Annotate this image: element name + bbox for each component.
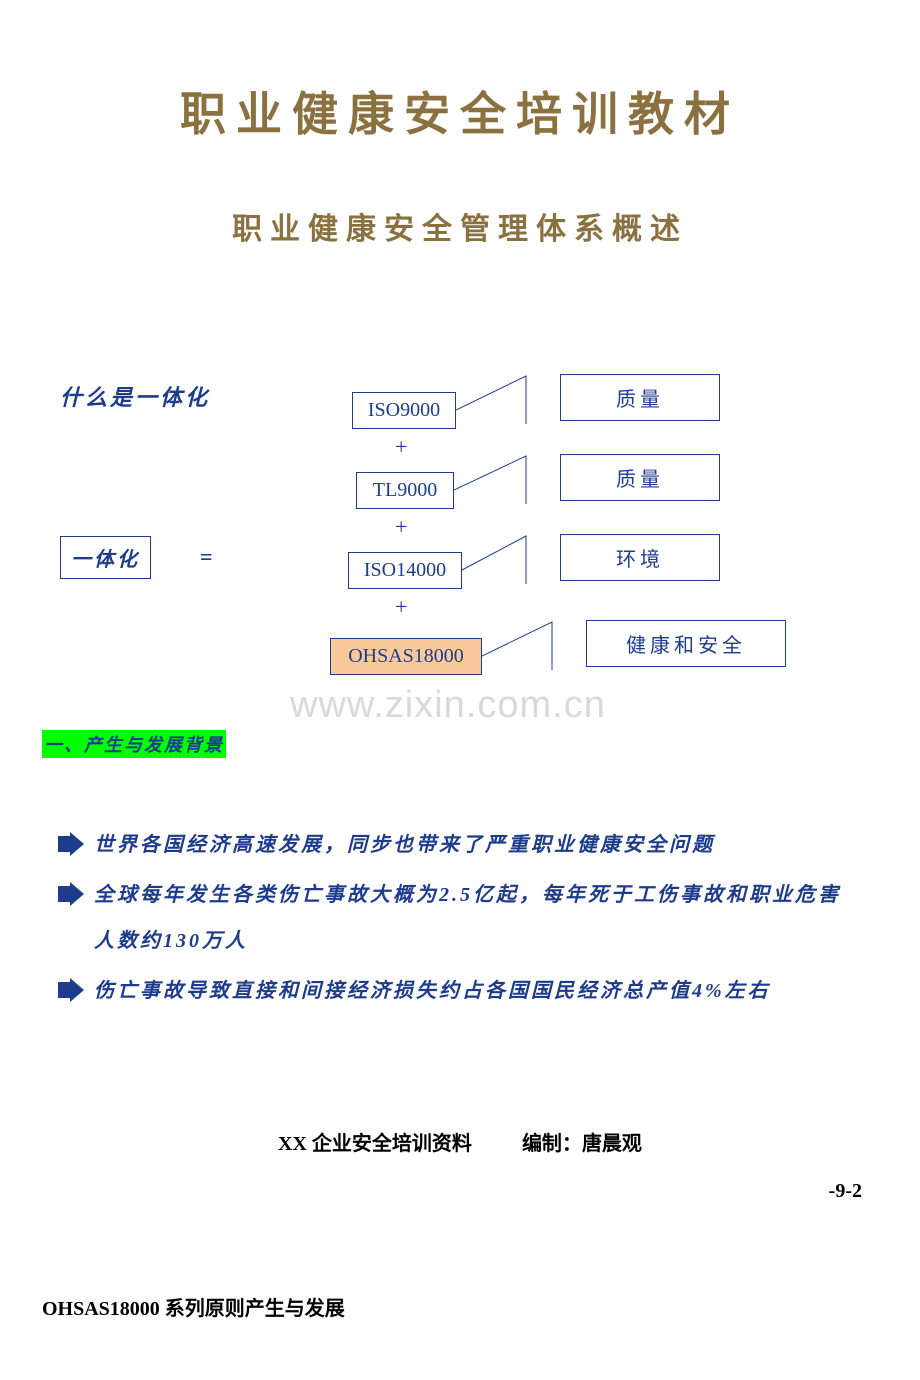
footer-author: 唐晨观 bbox=[582, 1133, 642, 1155]
what-is-label: 什么是一体化 bbox=[60, 380, 210, 412]
arrow-icon bbox=[58, 832, 84, 856]
arrow-icon bbox=[58, 882, 84, 906]
bullet-text: 全球每年发生各类伤亡事故大概为2.5亿起，每年死于工伤事故和职业危害人数约130… bbox=[94, 884, 841, 952]
bullet-text: 世界各国经济高速发展，同步也带来了严重职业健康安全问题 bbox=[94, 834, 715, 856]
std-iso9000: ISO9000 bbox=[352, 392, 456, 429]
bullet-item: 世界各国经济高速发展，同步也带来了严重职业健康安全问题 bbox=[58, 822, 862, 868]
footer-page: -9-2 bbox=[0, 1180, 862, 1203]
plus-icon: + bbox=[395, 434, 407, 460]
std-ohsas18000: OHSAS18000 bbox=[330, 638, 482, 675]
callout-tl9000: 质量 bbox=[560, 454, 720, 501]
bullet-text: 伤亡事故导致直接和间接经济损失约占各国国民经济总产值4%左右 bbox=[94, 980, 771, 1002]
equals-sign: = bbox=[200, 544, 213, 570]
plus-icon: + bbox=[395, 514, 407, 540]
footer-author-label: 编制： bbox=[522, 1133, 582, 1155]
plus-icon: + bbox=[395, 594, 407, 620]
arrow-icon bbox=[58, 978, 84, 1002]
bullet-item: 全球每年发生各类伤亡事故大概为2.5亿起，每年死于工伤事故和职业危害人数约130… bbox=[58, 872, 862, 964]
std-tl9000: TL9000 bbox=[356, 472, 454, 509]
page-title: 职业健康安全培训教材 bbox=[0, 78, 920, 144]
footer-org: XX 企业安全培训资料 bbox=[278, 1133, 472, 1155]
connector-line bbox=[454, 454, 560, 510]
integration-box: 一体化 bbox=[60, 536, 151, 579]
bullet-item: 伤亡事故导致直接和间接经济损失约占各国国民经济总产值4%左右 bbox=[58, 968, 862, 1014]
footer-line-1: XX 企业安全培训资料 编制：唐晨观 bbox=[0, 1127, 920, 1156]
connector-line bbox=[482, 620, 586, 676]
watermark-text: www.zixin.com.cn bbox=[290, 684, 606, 727]
bottom-heading: OHSAS18000 系列原则产生与发展 bbox=[42, 1292, 345, 1321]
std-iso14000: ISO14000 bbox=[348, 552, 462, 589]
connector-line bbox=[456, 374, 560, 430]
section-heading: 一、产生与发展背景 bbox=[42, 730, 226, 758]
callout-iso14000: 环境 bbox=[560, 534, 720, 581]
callout-ohsas18000: 健康和安全 bbox=[586, 620, 786, 667]
callout-iso9000: 质量 bbox=[560, 374, 720, 421]
bullet-list: 世界各国经济高速发展，同步也带来了严重职业健康安全问题 全球每年发生各类伤亡事故… bbox=[58, 822, 862, 1018]
connector-line bbox=[462, 534, 560, 590]
subtitle: 职业健康安全管理体系概述 bbox=[0, 204, 920, 248]
